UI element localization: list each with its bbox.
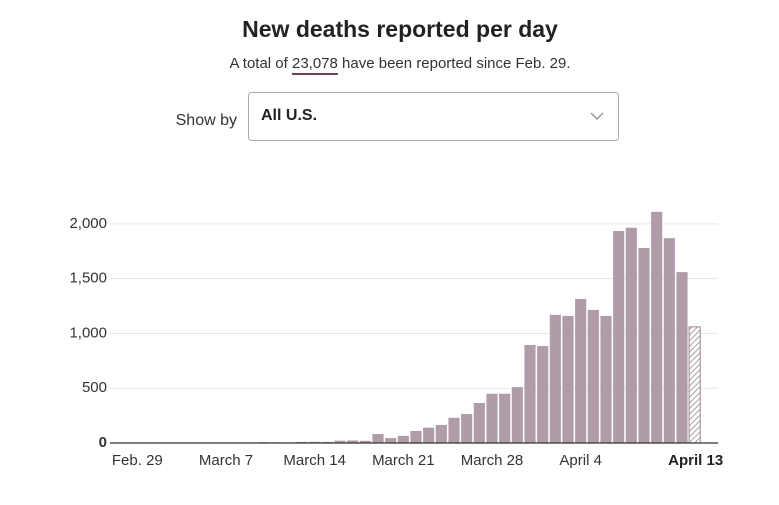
bar [550, 315, 561, 443]
subtitle-prefix: A total of [229, 55, 288, 72]
bar [448, 418, 459, 443]
bar [385, 438, 396, 443]
bar [588, 310, 599, 443]
bar [651, 212, 662, 443]
x-tick-label: April 4 [559, 452, 602, 469]
bar [524, 345, 535, 443]
y-tick-label: 2,000 [69, 215, 107, 232]
bar [562, 316, 573, 443]
control-label: Show by [176, 112, 237, 129]
total-underline [292, 73, 338, 75]
subtitle-suffix: have been reported since Feb. 29. [342, 55, 571, 72]
subtitle: A total of 23,078 have been reported sin… [229, 55, 570, 72]
bar [626, 228, 637, 443]
y-tick-label: 1,500 [69, 270, 107, 287]
bar [512, 387, 523, 443]
dropdown[interactable]: All U.S. [249, 93, 619, 141]
bar [638, 248, 649, 443]
bar [575, 299, 586, 443]
bar [537, 346, 548, 443]
bar [486, 394, 497, 443]
bar [372, 434, 383, 443]
total: 23,078 [292, 55, 338, 72]
bar [474, 403, 485, 443]
chart-title: New deaths reported per day [242, 16, 558, 42]
x-tick-label: March 7 [199, 452, 253, 469]
bar [461, 414, 472, 443]
bar [613, 231, 624, 443]
y-tick-label: 0 [99, 434, 107, 451]
x-tick-label: March 14 [283, 452, 346, 469]
bar [676, 272, 687, 443]
y-tick-label: 1,000 [69, 324, 107, 341]
dropdown-value[interactable]: All U.S. [261, 107, 317, 124]
bar [499, 394, 510, 443]
bar [436, 425, 447, 443]
bar [664, 238, 675, 443]
plot: 0 500 1,000 1,500 2,000 Feb. 29 March 7 March 1… [69, 212, 723, 469]
bar [600, 316, 611, 443]
x-tick-label: April 13 [668, 452, 723, 469]
x-tick-label: March 28 [461, 452, 524, 469]
bar [410, 431, 421, 443]
x-tick-label: March 21 [372, 452, 435, 469]
y-tick-label: 500 [82, 379, 107, 396]
bar [689, 327, 700, 443]
x-tick-label: Feb. 29 [112, 452, 163, 469]
bar [398, 436, 409, 443]
bar [423, 428, 434, 443]
